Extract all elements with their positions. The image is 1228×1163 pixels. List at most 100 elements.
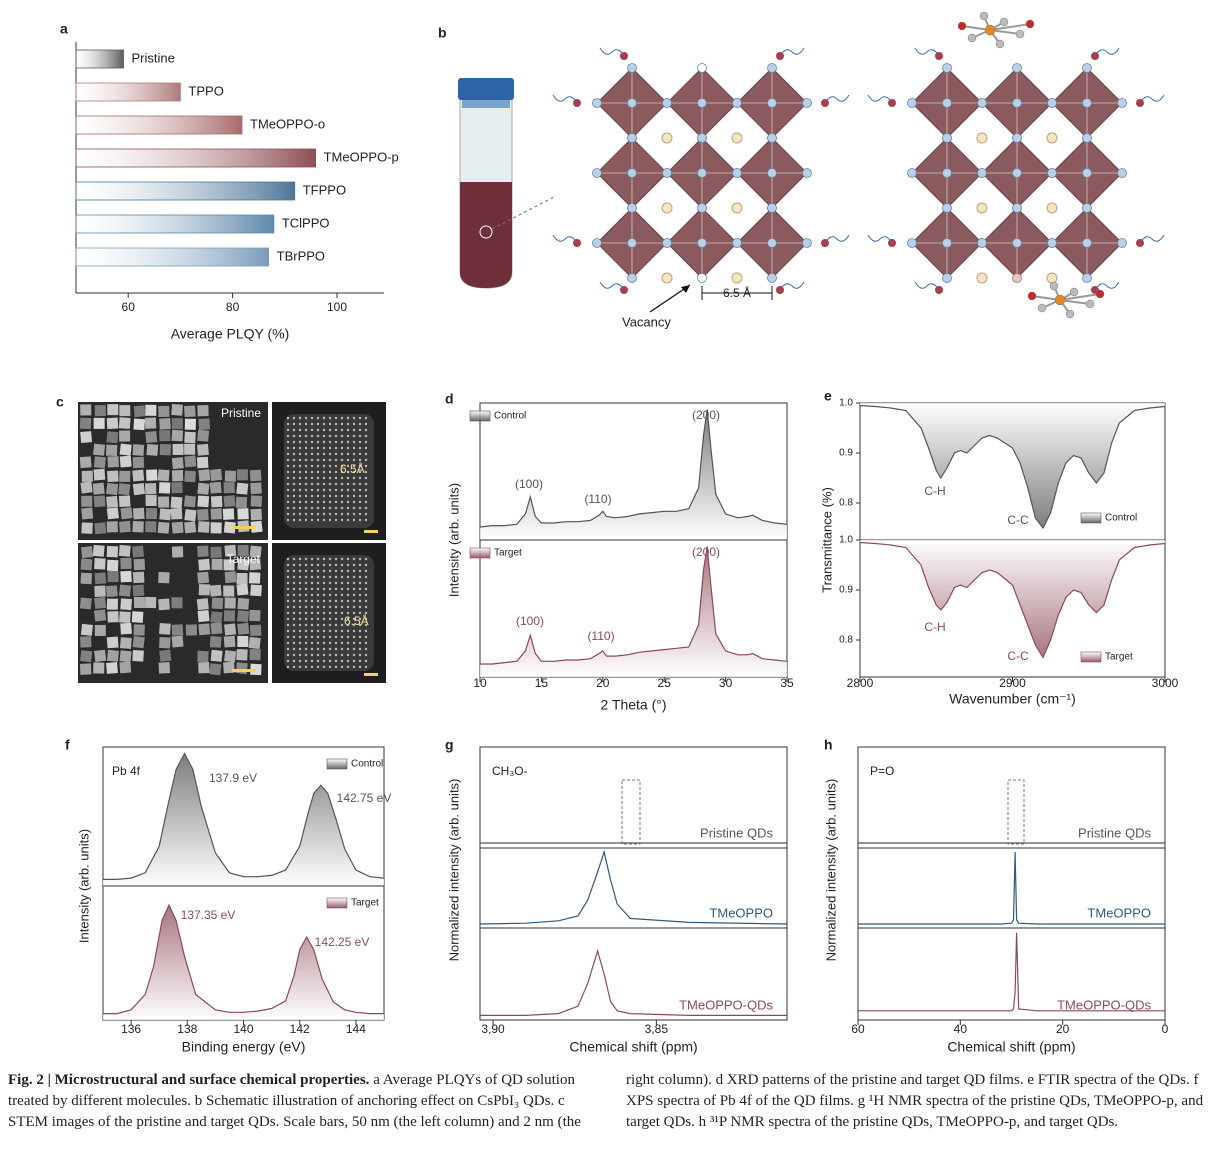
atom-column — [364, 659, 368, 663]
nanocrystal — [132, 444, 145, 456]
nanocrystal — [249, 624, 262, 637]
cs-site — [1046, 132, 1058, 144]
atom-column — [364, 470, 368, 474]
halide-site — [627, 238, 637, 248]
atom-column — [340, 575, 344, 579]
nanocrystal — [237, 635, 249, 648]
atom-column — [298, 446, 302, 450]
annotation: 142.75 eV — [337, 791, 392, 805]
atom-column — [304, 635, 308, 639]
atom-column — [334, 653, 338, 657]
atom-column — [340, 512, 344, 516]
atom-column — [352, 446, 356, 450]
series-label: Pristine QDs — [700, 825, 773, 840]
atom-column — [316, 416, 320, 420]
nanocrystal — [118, 495, 131, 508]
atom-column — [364, 428, 368, 432]
atom-column — [286, 494, 290, 498]
line — [858, 851, 1165, 925]
highlight-box — [621, 779, 641, 845]
atom-column — [334, 641, 338, 645]
nanocrystal — [211, 558, 223, 570]
atom-column — [286, 659, 290, 663]
atom-column — [358, 581, 362, 585]
halide-site — [942, 133, 952, 143]
atom-column — [316, 635, 320, 639]
halide-site — [907, 238, 917, 248]
halide-site — [942, 168, 952, 178]
atom-column — [340, 611, 344, 615]
atom-column — [310, 500, 314, 504]
nanocrystal — [118, 520, 131, 533]
nanocrystal — [80, 558, 93, 571]
atom-column — [358, 665, 362, 669]
ligand-tail — [779, 47, 805, 57]
cs-site — [661, 132, 673, 144]
ligand-tail — [552, 234, 578, 244]
atom-column — [316, 623, 320, 627]
annotation: (200) — [692, 408, 720, 422]
stem-label: Pristine — [221, 406, 261, 420]
nanocrystal — [106, 482, 119, 496]
atom-column — [358, 446, 362, 450]
atom-column — [346, 434, 350, 438]
bar — [75, 181, 296, 201]
cs-site — [976, 132, 988, 144]
nanocrystal — [224, 597, 236, 609]
nanocrystal — [184, 418, 196, 430]
halide-site — [1047, 98, 1057, 108]
atom-column — [340, 653, 344, 657]
nanocrystal — [119, 430, 131, 442]
nanocrystal — [132, 483, 146, 496]
atom-column — [322, 452, 326, 456]
atom-column — [310, 605, 314, 609]
atom-column — [304, 518, 308, 522]
spacing-label: 6.5 Å — [723, 285, 751, 300]
nanocrystal — [157, 521, 170, 534]
nanocrystal — [120, 598, 132, 611]
atom-column — [346, 599, 350, 603]
atom-column — [340, 434, 344, 438]
atom-column — [286, 581, 290, 585]
molecule-atom — [979, 11, 989, 21]
nanocrystal — [171, 404, 183, 416]
nanocrystal — [132, 636, 145, 649]
atom-column — [328, 581, 332, 585]
atom-column — [346, 563, 350, 567]
nanocrystal — [94, 649, 107, 662]
atom-column — [286, 446, 290, 450]
nanocrystal — [79, 597, 92, 610]
x-tick-label: 60 — [851, 1022, 865, 1036]
nanocrystal — [249, 609, 261, 622]
atom-column — [322, 611, 326, 615]
molecule-atom — [1054, 294, 1066, 306]
atom-column — [358, 605, 362, 609]
atom-column — [346, 605, 350, 609]
nanocrystal — [209, 481, 222, 494]
nanocrystal — [250, 508, 262, 521]
stem-spacing: 6.5Å — [344, 613, 369, 628]
nanocrystal — [223, 585, 235, 597]
halide-site — [662, 168, 672, 178]
atom-column — [358, 659, 362, 663]
atom-column — [304, 440, 308, 444]
nanocrystal — [93, 417, 105, 429]
nanocrystal — [132, 456, 145, 469]
nanocrystal — [223, 610, 236, 622]
atom-column — [310, 446, 314, 450]
y-tick-label: 0.8 — [839, 635, 853, 646]
nanocrystal — [81, 495, 93, 507]
atom-column — [292, 482, 296, 486]
series-label: TMeOPPO — [709, 905, 773, 920]
halide-site — [802, 98, 812, 108]
atom-column — [364, 593, 368, 597]
atom-column — [346, 647, 350, 651]
atom-column — [316, 557, 320, 561]
x-tick-label: 3000 — [1152, 676, 1179, 690]
atom-column — [298, 452, 302, 456]
atom-column — [328, 470, 332, 474]
ligand-tail — [1139, 234, 1165, 244]
atom-column — [334, 665, 338, 669]
nanocrystal — [197, 545, 209, 558]
halide-site — [977, 238, 987, 248]
